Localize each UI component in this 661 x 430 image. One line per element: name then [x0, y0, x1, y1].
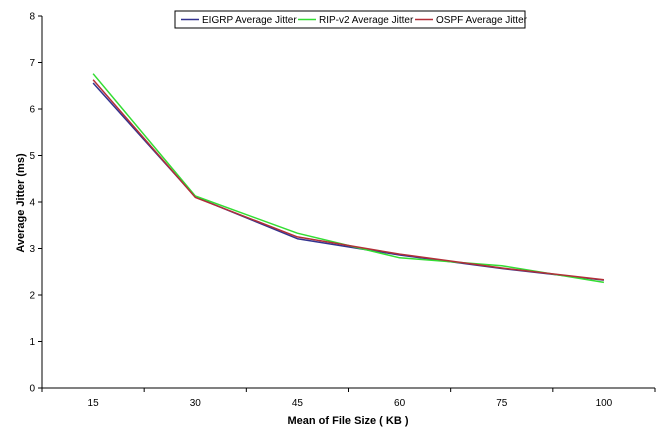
x-tick-label: 75 — [496, 398, 508, 409]
y-tick-label: 7 — [29, 58, 35, 69]
series-line-2 — [92, 73, 605, 284]
series-line-1 — [92, 82, 604, 281]
x-tick-label: 30 — [190, 398, 202, 409]
x-tick-label: 60 — [394, 398, 406, 409]
legend-label: RIP-v2 Average Jitter — [319, 15, 414, 26]
y-tick-label: 0 — [29, 384, 35, 395]
series-line-3 — [92, 79, 604, 281]
y-tick-label: 3 — [29, 244, 35, 255]
x-axis-title: Mean of File Size ( KB ) — [287, 415, 408, 427]
y-ticks: 0 1 2 3 4 5 6 7 8 — [29, 12, 42, 395]
y-tick-label: 1 — [29, 337, 35, 348]
legend-label: OSPF Average Jitter — [436, 15, 528, 26]
y-tick-label: 5 — [29, 151, 35, 162]
x-tick-label: 15 — [88, 398, 100, 409]
y-axis-title: Average Jitter (ms) — [15, 153, 27, 253]
x-tick-label: 45 — [292, 398, 304, 409]
axes — [41, 16, 655, 389]
series-lines — [92, 73, 605, 284]
y-tick-label: 2 — [29, 291, 35, 302]
x-ticks: 15 30 45 60 75 100 — [41, 388, 656, 409]
legend-box — [174, 10, 526, 29]
y-tick-label: 6 — [29, 105, 35, 116]
legend: EIGRP Average Jitter RIP-v2 Average Jitte… — [174, 10, 528, 29]
x-tick-label: 100 — [596, 398, 613, 409]
legend-label: EIGRP Average Jitter — [202, 15, 297, 26]
y-tick-label: 8 — [29, 12, 35, 23]
y-tick-label: 4 — [29, 198, 35, 209]
